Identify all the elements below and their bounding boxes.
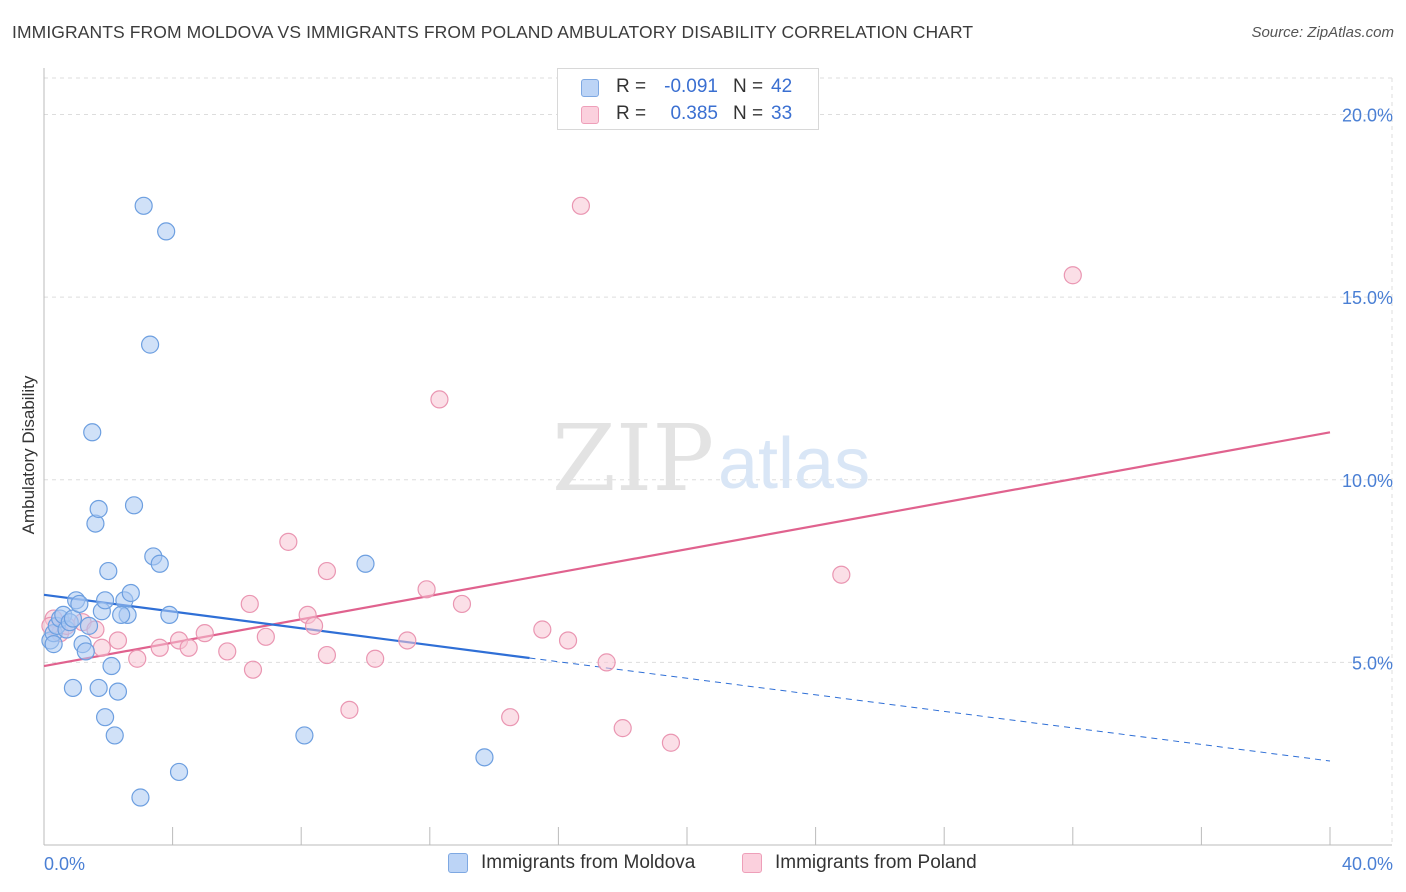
poland-swatch bbox=[581, 106, 599, 124]
moldova-point bbox=[76, 642, 95, 661]
moldova-point bbox=[131, 788, 150, 807]
moldova-legend-swatch bbox=[448, 853, 468, 873]
poland-point bbox=[195, 624, 214, 643]
y-tick-label: 20.0% bbox=[1342, 106, 1393, 126]
watermark-zip: ZIP bbox=[552, 405, 714, 512]
poland-point bbox=[279, 532, 298, 551]
poland-point bbox=[92, 638, 111, 657]
poland-point bbox=[398, 631, 417, 650]
moldova-point bbox=[44, 635, 63, 654]
moldova-point bbox=[63, 678, 83, 698]
moldova-point bbox=[169, 762, 189, 782]
poland-trend-line bbox=[43, 431, 1331, 668]
axes bbox=[43, 68, 1392, 846]
moldova-point bbox=[102, 656, 121, 676]
moldova-point bbox=[89, 678, 108, 698]
moldova-point bbox=[108, 682, 128, 701]
poland-point bbox=[558, 631, 578, 650]
moldova-point bbox=[121, 583, 140, 603]
tick-labels: 5.0% 10.0% 15.0% 20.0% 0.0% 40.0% bbox=[44, 106, 1393, 874]
moldova-point bbox=[112, 605, 131, 625]
poland-point bbox=[501, 708, 520, 727]
poland-point bbox=[597, 653, 616, 672]
x-tick-label: 0.0% bbox=[44, 854, 85, 874]
poland-point bbox=[661, 733, 681, 752]
moldova-points bbox=[41, 196, 494, 807]
poland-point bbox=[613, 719, 632, 738]
y-tick-label: 15.0% bbox=[1342, 288, 1393, 308]
moldova-point bbox=[140, 335, 160, 354]
moldova-point bbox=[124, 496, 144, 515]
poland-point bbox=[533, 620, 552, 639]
poland-legend-swatch bbox=[742, 853, 762, 873]
n-label: N = bbox=[733, 76, 764, 97]
moldova-point bbox=[105, 726, 124, 745]
moldova-swatch bbox=[581, 79, 599, 97]
poland-point bbox=[179, 638, 198, 657]
poland-legend-label: Immigrants from Poland bbox=[775, 852, 977, 873]
moldova-point bbox=[150, 554, 169, 573]
legend-row-poland: R = 0.385 N = 33 bbox=[558, 100, 818, 128]
moldova-trend-extension bbox=[529, 657, 1331, 762]
y-tick-label: 5.0% bbox=[1352, 653, 1393, 673]
poland-point bbox=[1063, 266, 1082, 285]
moldova-point bbox=[157, 222, 176, 241]
watermark: ZIP atlas bbox=[552, 405, 870, 512]
moldova-point bbox=[356, 554, 375, 573]
r-value: 0.385 bbox=[670, 103, 718, 124]
poland-point bbox=[256, 627, 275, 646]
y-axis-label: Ambulatory Disability bbox=[19, 375, 38, 535]
poland-point bbox=[128, 649, 147, 668]
poland-point bbox=[317, 561, 337, 581]
r-value: -0.091 bbox=[664, 76, 718, 97]
stats-legend: R = -0.091 N = 42 R = 0.385 N = 33 bbox=[557, 68, 819, 130]
x-tick-label: 40.0% bbox=[1342, 854, 1393, 874]
moldova-point bbox=[160, 605, 179, 625]
poland-point bbox=[218, 642, 237, 661]
moldova-point bbox=[79, 616, 99, 635]
poland-point bbox=[317, 645, 337, 665]
poland-point bbox=[340, 700, 359, 719]
poland-point bbox=[366, 649, 385, 668]
moldova-point bbox=[295, 726, 314, 745]
moldova-point bbox=[89, 499, 108, 519]
moldova-point bbox=[70, 594, 89, 614]
n-label: N = bbox=[733, 103, 764, 124]
poland-point bbox=[243, 660, 263, 679]
poland-point bbox=[430, 390, 449, 409]
poland-point bbox=[452, 594, 472, 614]
chart-title: IMMIGRANTS FROM MOLDOVA VS IMMIGRANTS FR… bbox=[12, 22, 974, 42]
poland-point bbox=[417, 580, 436, 599]
moldova-point bbox=[95, 591, 115, 610]
moldova-point bbox=[83, 423, 102, 442]
poland-point bbox=[240, 594, 259, 614]
n-value: 42 bbox=[771, 76, 793, 97]
source-label: Source: ZipAtlas.com bbox=[1251, 24, 1394, 41]
moldova-point bbox=[475, 748, 494, 767]
moldova-point bbox=[134, 196, 153, 215]
y-tick-label: 10.0% bbox=[1342, 471, 1393, 491]
poland-point bbox=[832, 565, 851, 584]
poland-point bbox=[304, 616, 324, 635]
r-label: R = bbox=[616, 76, 647, 97]
poland-points bbox=[41, 196, 1082, 752]
poland-point bbox=[150, 638, 169, 657]
moldova-legend-label: Immigrants from Moldova bbox=[481, 852, 696, 873]
watermark-atlas: atlas bbox=[718, 424, 870, 504]
legend-row-moldova: R = -0.091 N = 42 bbox=[558, 73, 818, 101]
poland-point bbox=[108, 631, 128, 650]
moldova-point bbox=[95, 708, 115, 727]
r-label: R = bbox=[616, 103, 647, 124]
poland-point bbox=[571, 196, 591, 215]
n-value: 33 bbox=[771, 103, 793, 124]
moldova-point bbox=[99, 561, 118, 581]
